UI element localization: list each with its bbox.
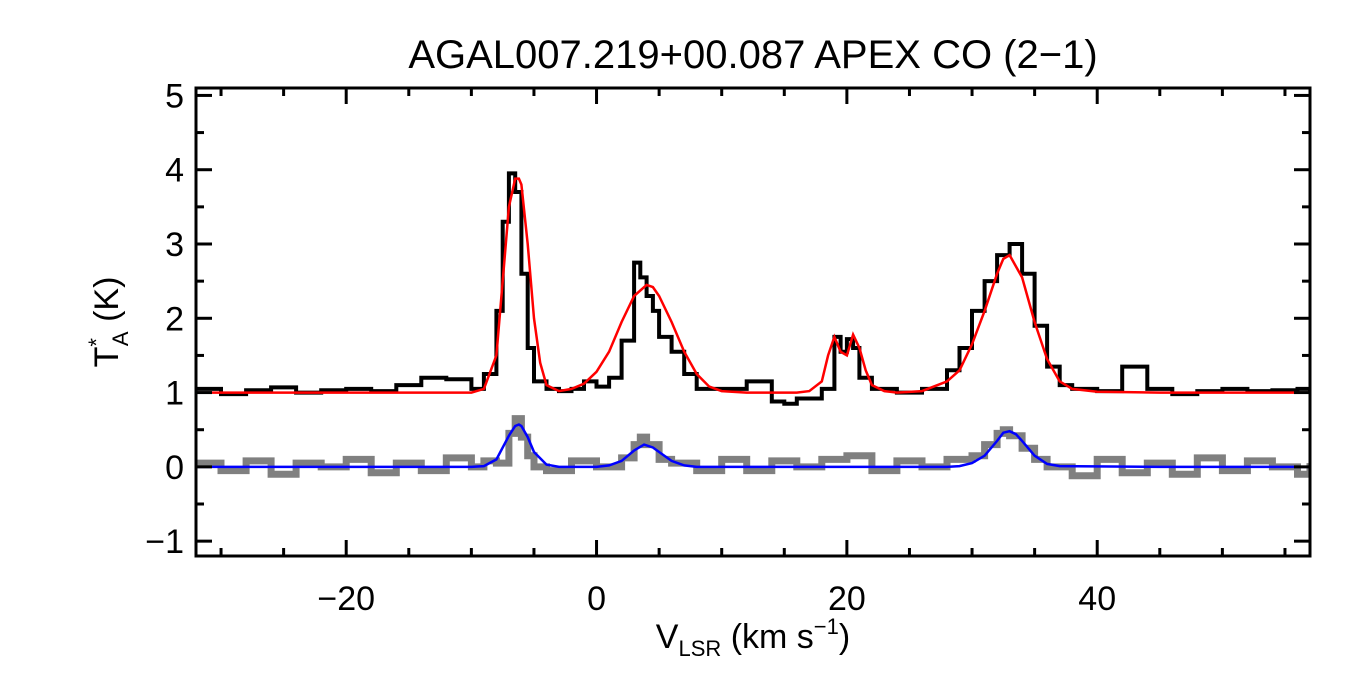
x-axis-label-main: V [656, 618, 679, 656]
observed-spectrum-co21 [196, 171, 1310, 406]
x-axis-label-close: ) [839, 618, 850, 656]
x-axis-label-exponent: −1 [814, 614, 839, 639]
x-axis-label-units: (km s [721, 618, 814, 656]
y-axis-label-superscript: * [84, 338, 109, 347]
y-axis-label-units: (K) [88, 277, 126, 332]
x-tick-label: 20 [828, 580, 866, 618]
residual-spectrum [196, 415, 1310, 480]
x-tick-label: 40 [1078, 580, 1116, 618]
y-axis-label-subscript: A [108, 331, 133, 346]
plot-area [196, 171, 1310, 480]
y-tick-label: 2 [165, 300, 184, 338]
y-tick-label: 5 [165, 77, 184, 115]
x-tick-label: −20 [317, 580, 375, 618]
y-tick-label: 4 [165, 152, 184, 190]
y-tick-label: 0 [165, 449, 184, 487]
x-axis-label: VLSR (km s−1) [656, 614, 850, 661]
plot-frame [194, 86, 1312, 558]
y-tick-label: 3 [165, 226, 184, 264]
gaussian-fit-residual [196, 423, 1310, 469]
y-axis: −1 0 1 2 3 4 5 [145, 77, 1310, 561]
x-tick-label: 0 [587, 580, 606, 618]
y-tick-label: −1 [145, 523, 184, 561]
x-axis: −20 0 20 40 [219, 88, 1287, 618]
y-axis-label-main: T [88, 347, 126, 368]
y-axis-label: T*A (K) [84, 277, 133, 368]
chart-title: AGAL007.219+00.087 APEX CO (2−1) [408, 33, 1097, 77]
x-axis-label-subscript: LSR [678, 636, 721, 661]
gaussian-fit-co21 [196, 177, 1310, 394]
y-tick-label: 1 [165, 375, 184, 413]
